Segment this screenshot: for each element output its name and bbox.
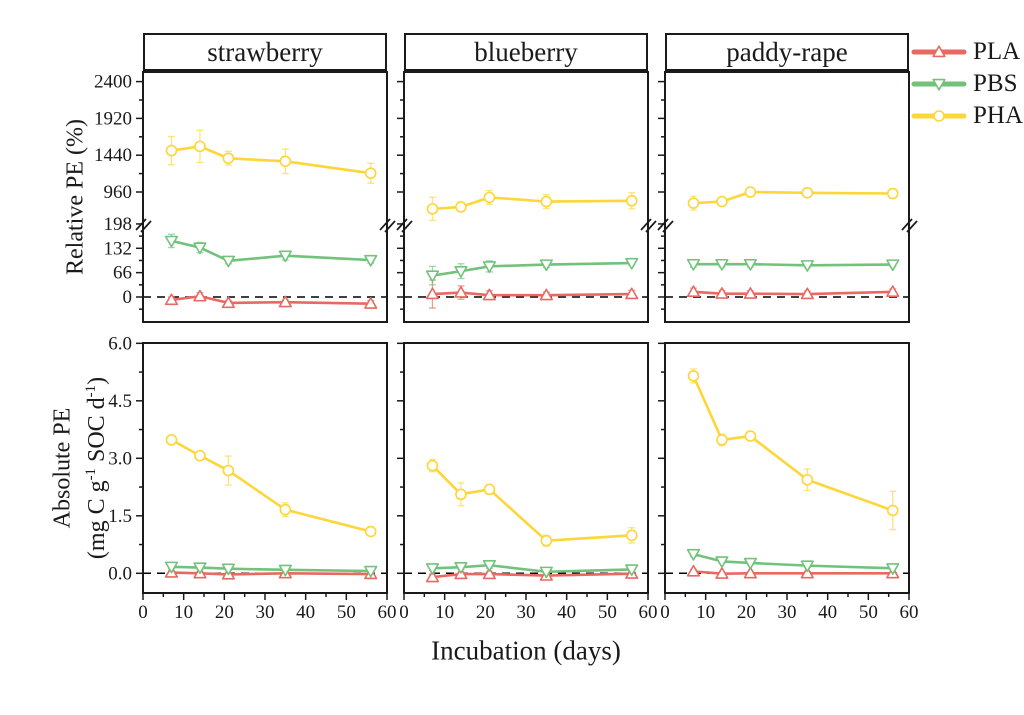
pbs-line-marker-icon — [911, 78, 967, 91]
relative-pe-axis-label: Relative PE (%) — [62, 119, 89, 275]
absolute-pe-axis-label-line1: Absolute PE — [49, 407, 76, 529]
series-pla — [686, 564, 900, 579]
svg-text:0.0: 0.0 — [108, 563, 132, 584]
x-axis-ticks: 0 10 20 30 40 50 60 — [138, 593, 397, 623]
series-pha — [165, 434, 377, 538]
legend-label-pbs: PBS — [973, 70, 1018, 97]
y-axis-ticks: 0 66 132 198 960 1440 1920 2400 — [94, 72, 143, 310]
svg-text:132: 132 — [104, 238, 133, 259]
series-pbs — [425, 257, 639, 286]
legend-item-pha: PHA — [911, 102, 1024, 129]
series-pha — [687, 368, 899, 531]
svg-text:60: 60 — [378, 602, 397, 623]
axis-break-icon — [657, 218, 918, 233]
svg-text:0: 0 — [660, 602, 670, 623]
series-pla — [686, 285, 900, 300]
plot-frame — [142, 71, 388, 323]
panel-title-paddy-rape: paddy-rape — [665, 33, 909, 71]
svg-text:198: 198 — [104, 214, 133, 235]
series-pha — [687, 186, 899, 211]
pla-line-marker-icon — [911, 45, 967, 58]
svg-text:60: 60 — [900, 602, 919, 623]
svg-text:0: 0 — [399, 602, 409, 623]
panel-paddy-rape-absolute-chart: 0 10 20 30 40 50 60 — [658, 342, 919, 623]
legend-label-pla: PLA — [973, 38, 1021, 65]
svg-text:30: 30 — [256, 602, 275, 623]
panel-strawberry-relative-chart: 0 66 132 198 960 1440 1920 2400 — [94, 71, 396, 323]
series-pha — [426, 189, 638, 222]
y-axis-ticks — [397, 342, 404, 575]
plot-frame — [403, 71, 649, 323]
svg-text:10: 10 — [174, 602, 193, 623]
svg-text:40: 40 — [818, 602, 837, 623]
series-pbs — [164, 233, 378, 268]
svg-text:0: 0 — [138, 602, 148, 623]
series-pbs — [425, 560, 639, 579]
svg-text:1.5: 1.5 — [108, 506, 132, 527]
series-pla — [425, 279, 639, 309]
panel-blueberry-absolute-chart: 0 10 20 30 40 50 60 — [397, 342, 658, 623]
panel-title-strawberry: strawberry — [143, 33, 387, 71]
series-pla — [164, 289, 378, 309]
series-pbs — [164, 561, 378, 578]
x-axis-label: Incubation (days) — [431, 635, 621, 666]
y-axis-ticks: 0.0 1.5 3.0 4.5 6.0 — [108, 333, 143, 584]
legend-item-pla: PLA — [911, 38, 1023, 65]
svg-text:60: 60 — [639, 602, 658, 623]
panel-blueberry-relative-chart — [396, 71, 657, 323]
series-pbs — [686, 258, 900, 272]
svg-text:50: 50 — [598, 602, 617, 623]
svg-text:40: 40 — [557, 602, 576, 623]
svg-text:50: 50 — [859, 602, 878, 623]
svg-text:10: 10 — [435, 602, 454, 623]
legend-label-pha: PHA — [973, 102, 1024, 129]
series-pbs — [686, 548, 900, 575]
svg-text:40: 40 — [296, 602, 315, 623]
svg-text:30: 30 — [778, 602, 797, 623]
legend: PLA PBS PHA — [911, 38, 1024, 129]
x-axis-ticks: 0 10 20 30 40 50 60 — [660, 593, 919, 623]
panel-paddy-rape-relative-chart — [657, 71, 918, 323]
y-axis-ticks — [658, 342, 665, 575]
plot-frame — [142, 342, 388, 594]
svg-text:10: 10 — [696, 602, 715, 623]
svg-text:960: 960 — [104, 182, 133, 203]
svg-text:1440: 1440 — [94, 145, 132, 166]
panel-strawberry-absolute-chart: 0.0 1.5 3.0 4.5 6.0 0 10 20 30 40 50 60 — [108, 333, 396, 623]
svg-text:3.0: 3.0 — [108, 448, 132, 469]
svg-text:20: 20 — [476, 602, 495, 623]
svg-text:6.0: 6.0 — [108, 333, 132, 354]
axis-break-icon — [135, 218, 396, 233]
pha-line-marker-icon — [911, 110, 967, 122]
panel-title-strawberry-label: strawberry — [207, 36, 323, 67]
svg-text:1920: 1920 — [94, 108, 132, 129]
svg-text:20: 20 — [215, 602, 234, 623]
svg-text:50: 50 — [337, 602, 356, 623]
axis-break-icon — [396, 218, 657, 233]
svg-text:4.5: 4.5 — [108, 391, 132, 412]
series-pha — [165, 129, 377, 184]
plot-frame — [403, 342, 649, 594]
panel-title-paddy-rape-label: paddy-rape — [726, 36, 848, 67]
plot-frame — [664, 71, 910, 323]
svg-text:2400: 2400 — [94, 72, 132, 93]
x-axis-ticks: 0 10 20 30 40 50 60 — [399, 593, 658, 623]
y-axis-ticks — [658, 80, 665, 310]
svg-text:0: 0 — [123, 287, 133, 308]
series-pha — [426, 458, 638, 547]
panel-title-blueberry: blueberry — [404, 33, 648, 71]
svg-text:20: 20 — [737, 602, 756, 623]
legend-item-pbs: PBS — [911, 70, 1023, 97]
absolute-pe-axis-label-line2: (mg C g-1 SOC d-1) — [83, 376, 110, 560]
svg-text:30: 30 — [517, 602, 536, 623]
panel-title-blueberry-label: blueberry — [474, 36, 578, 67]
svg-text:66: 66 — [113, 263, 132, 284]
y-axis-ticks — [397, 80, 404, 310]
